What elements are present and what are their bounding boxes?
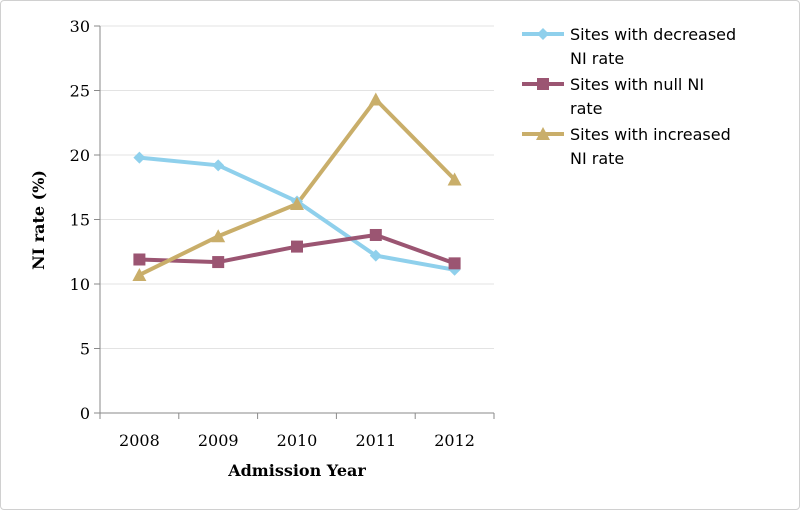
legend-label-line: Sites with decreased	[570, 25, 736, 44]
data-point-s3-2010	[290, 197, 304, 211]
x-tick-labels: 2008 2009 2010 2011 2012	[119, 431, 475, 450]
data-point-s1-2008	[133, 151, 146, 164]
legend-marker-2	[537, 78, 549, 90]
data-point-s1-2011	[369, 249, 382, 262]
series-markers	[132, 92, 462, 281]
legend-label-3: Sites with increased NI rate	[570, 125, 731, 168]
y-tick-label-20: 20	[70, 146, 90, 165]
x-tick-label-2010: 2010	[277, 431, 318, 450]
y-axis-title: NI rate (%)	[29, 170, 48, 270]
legend: Sites with decreased NI rate Sites with nu…	[522, 25, 736, 168]
y-tick-labels: 0 5 10 15 20 25 30	[70, 17, 90, 423]
data-point-s3-2009	[211, 229, 226, 243]
y-tick-label-10: 10	[70, 275, 90, 294]
legend-marker-1	[537, 28, 549, 40]
legend-label-line: NI rate	[570, 149, 624, 168]
y-tick-label-15: 15	[70, 211, 90, 230]
data-point-s3-2008	[132, 267, 147, 281]
legend-label-line: Sites with null NI	[570, 75, 704, 94]
legend-label-1: Sites with decreased NI rate	[570, 25, 736, 68]
data-point-s2-2008	[133, 253, 146, 266]
legend-marker-3	[536, 127, 550, 140]
y-tick-label-30: 30	[70, 17, 90, 36]
x-tick-label-2012: 2012	[434, 431, 475, 450]
x-tick-label-2011: 2011	[355, 431, 396, 450]
x-axis-title: Admission Year	[227, 461, 366, 480]
data-point-s2-2010	[291, 240, 303, 253]
data-point-s1-2009	[212, 159, 225, 172]
data-point-s2-2012	[448, 257, 461, 270]
legend-label-2: Sites with null NI rate	[570, 75, 704, 118]
data-point-s2-2011	[369, 228, 382, 241]
y-tick-label-5: 5	[80, 340, 90, 359]
x-tick-label-2009: 2009	[198, 431, 239, 450]
data-point-s3-2011	[368, 92, 383, 106]
data-point-s2-2009	[212, 256, 225, 269]
legend-label-line: NI rate	[570, 49, 624, 68]
legend-label-line: rate	[570, 99, 603, 118]
y-tick-label-0: 0	[80, 404, 90, 423]
x-tick-label-2008: 2008	[119, 431, 160, 450]
data-point-s3-2012	[447, 172, 462, 186]
y-tick-label-25: 25	[70, 82, 90, 101]
gridlines	[100, 25, 494, 349]
axes	[94, 25, 495, 419]
legend-label-line: Sites with increased	[570, 125, 731, 144]
